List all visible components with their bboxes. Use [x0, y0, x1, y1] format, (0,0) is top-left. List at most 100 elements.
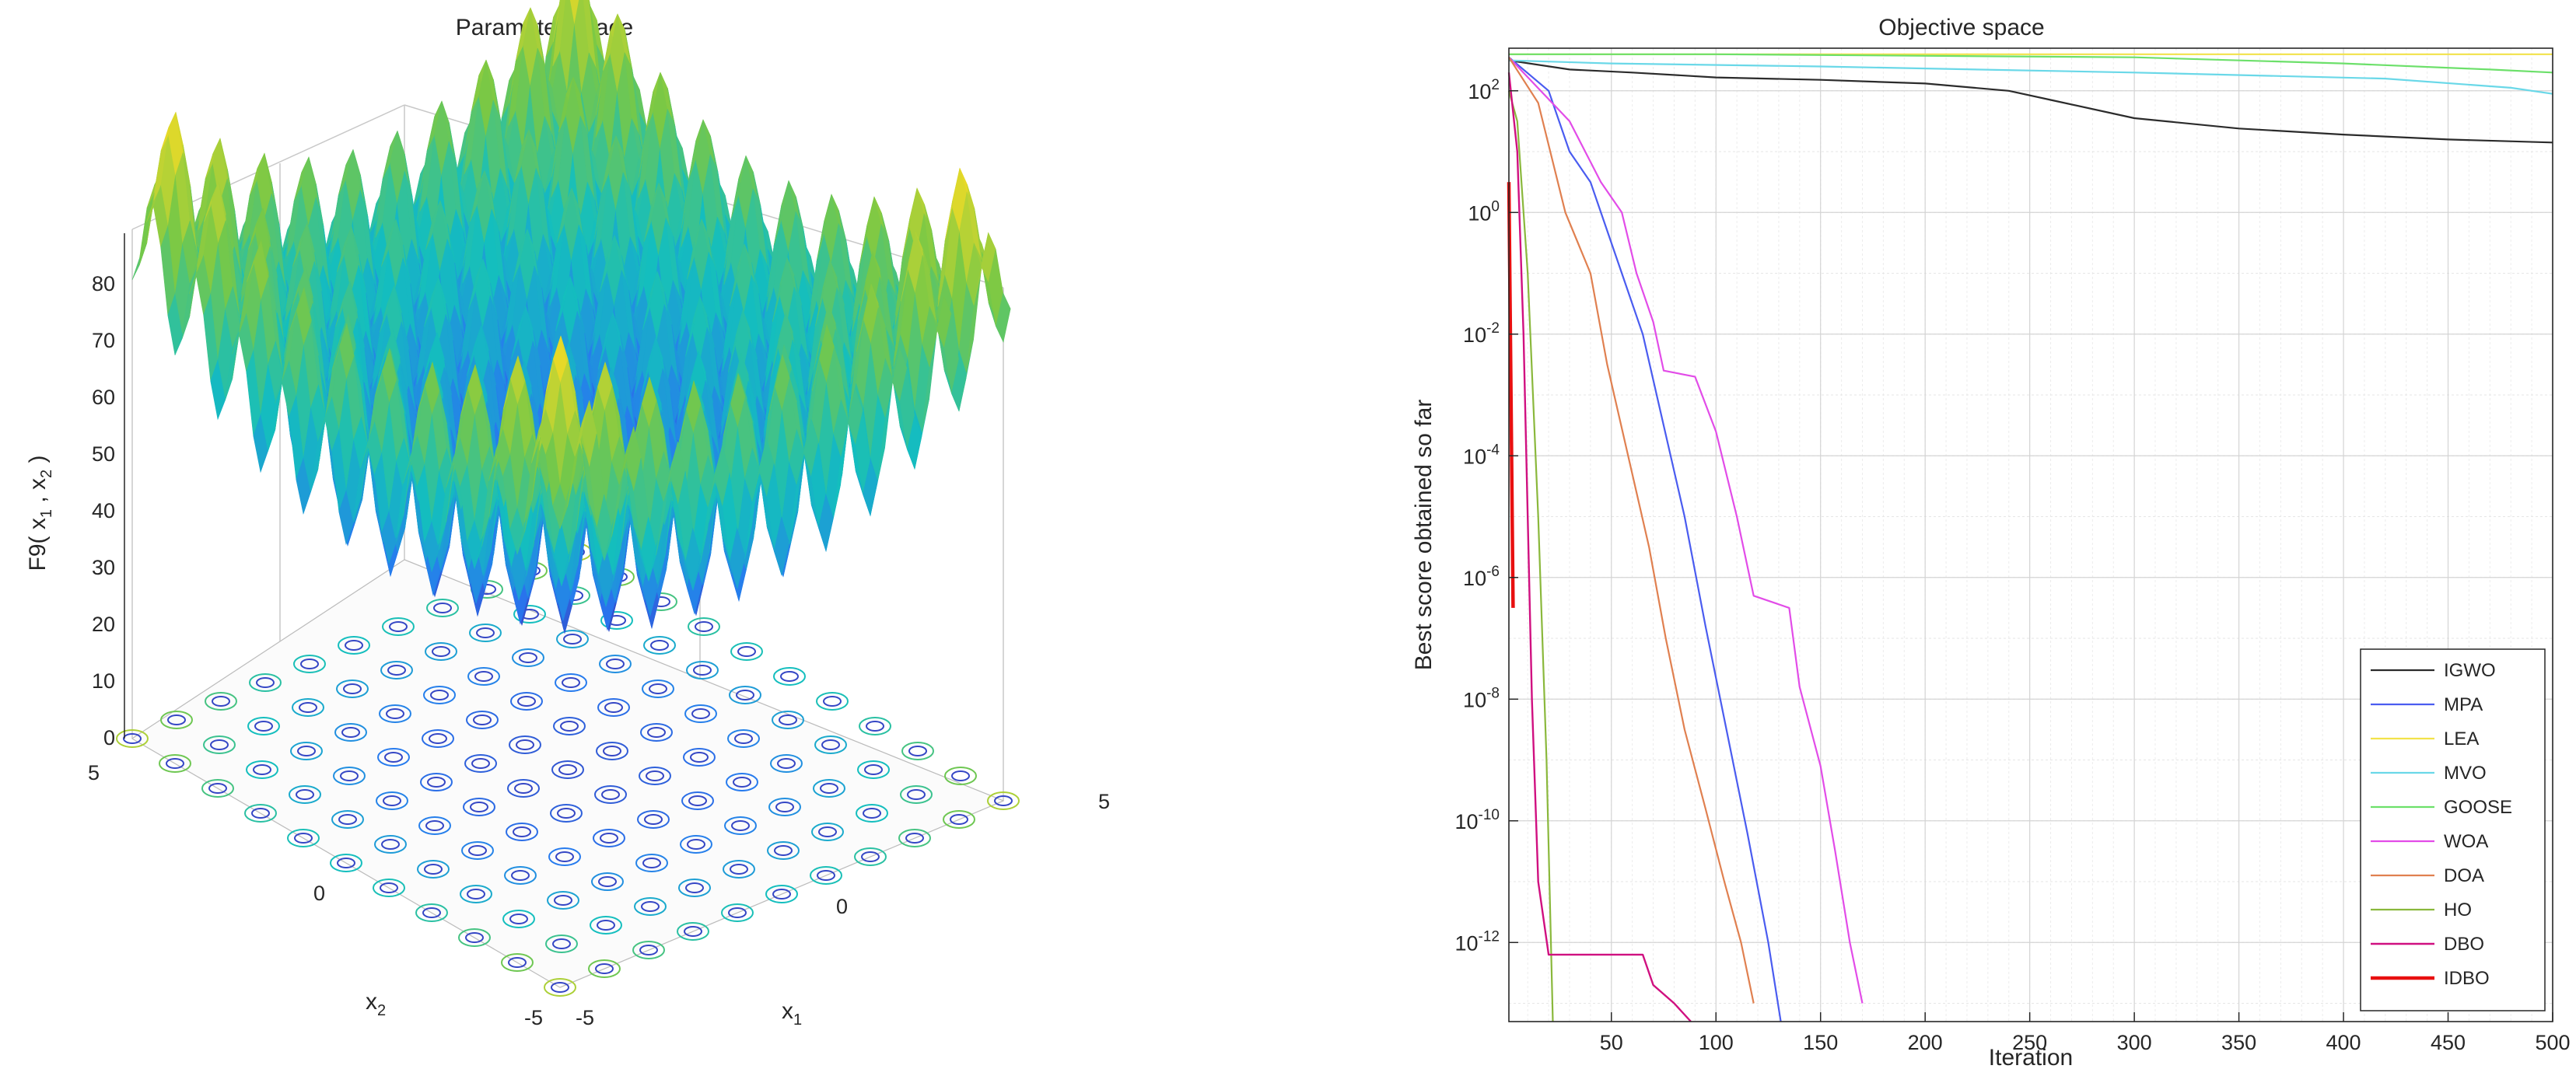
contour-ring [765, 885, 798, 903]
contour-ring [469, 624, 502, 642]
x-tick-label: 450 [2431, 1031, 2466, 1054]
contour-plane [116, 543, 1020, 997]
contour-ring [470, 802, 488, 812]
chart-title: Objective space [1878, 15, 2044, 40]
contour-ring [606, 659, 625, 669]
y-tick-label: 102 [1468, 77, 1500, 103]
contour-ring [417, 860, 450, 879]
x-tick-label: 500 [2535, 1031, 2570, 1054]
contour-ring [597, 698, 630, 717]
contour-ring [821, 739, 840, 750]
contour-ring [677, 922, 709, 941]
contour-ring [687, 839, 705, 850]
contour-ring [557, 808, 576, 819]
contour-ring [510, 692, 543, 711]
contour-ring [429, 733, 447, 744]
contour-ring [650, 640, 669, 651]
contour-ring [632, 941, 665, 959]
contour-ring [467, 667, 500, 686]
contour-ring [343, 683, 362, 694]
contour-ring [731, 820, 750, 831]
contour-ring [816, 692, 849, 711]
legend-label: GOOSE [2444, 797, 2512, 818]
contour-ring [422, 907, 441, 918]
contour-ring [777, 758, 796, 769]
contour-ring [640, 723, 673, 742]
contour-ring [649, 683, 667, 694]
y-tick-label: 10-2 [1463, 320, 1500, 347]
contour-ring [341, 727, 360, 738]
contour-ring [159, 754, 191, 773]
contour-ring [770, 754, 803, 773]
parameter-space-panel: Parameter space 0 10 20 30 [25, 0, 1110, 1029]
contour-ring [727, 729, 760, 748]
contour-ring [856, 804, 888, 823]
contour-ring [551, 760, 584, 779]
contour-ring [246, 760, 278, 779]
contour-ring [597, 920, 615, 931]
contour-ring [560, 721, 579, 732]
contour-ring [389, 621, 408, 632]
contour-ring [300, 659, 319, 669]
contour-ring [201, 779, 234, 798]
contour-ring [471, 758, 490, 769]
contour-ring [468, 845, 487, 856]
contour-ring [901, 742, 934, 760]
contour-ring [381, 839, 400, 850]
contour-ring [467, 889, 485, 900]
contour-ring [639, 945, 658, 955]
contour-ring [386, 708, 404, 719]
contour-ring [553, 717, 586, 735]
contour-ring [249, 673, 282, 692]
contour-ring [600, 611, 633, 630]
contour-ring [502, 910, 535, 928]
contour-ring [123, 733, 142, 744]
contour-ring [772, 889, 791, 900]
contour-ring [425, 642, 457, 661]
contour-ring [908, 746, 927, 756]
contour-ring [384, 752, 403, 763]
contour-ring [508, 957, 527, 968]
contour-ring [817, 870, 835, 881]
contour-ring [513, 605, 546, 624]
contour-ring [509, 735, 541, 754]
contour-ring [728, 907, 747, 918]
contour-ring [591, 872, 624, 891]
contour-ring [733, 777, 751, 788]
contour-ring [601, 789, 620, 800]
contour-ring [723, 860, 755, 879]
contour-ring [590, 916, 622, 935]
contour-ring [642, 679, 674, 698]
z-axis-ticks: 0 10 20 30 40 50 60 70 80 [92, 272, 115, 749]
left-title: Parameter space [456, 15, 633, 40]
contour-ring [594, 785, 627, 804]
x-tick-label: 400 [2326, 1031, 2361, 1054]
contour-ring [643, 636, 676, 655]
contour-ring [293, 655, 326, 673]
contour-ring [377, 748, 410, 767]
contour-ring [684, 926, 702, 937]
y-tick-label: 10-10 [1454, 807, 1500, 833]
surface-patch [569, 0, 579, 24]
z-tick: 20 [92, 613, 115, 636]
contour-ring [558, 764, 577, 775]
legend-label: DBO [2444, 934, 2484, 955]
contour-ring [951, 770, 970, 781]
contour-ring [994, 795, 1013, 806]
x2-axis-label: x2 [366, 989, 386, 1019]
contour-ring [256, 677, 275, 688]
contour-ring [641, 901, 660, 912]
contour-ring [693, 665, 712, 676]
contour-ring [780, 671, 799, 682]
contour-ring [864, 764, 883, 775]
contour-ring [688, 617, 720, 636]
contour-ring [338, 636, 370, 655]
contour-ring [501, 953, 534, 972]
contour-ring [424, 864, 443, 875]
contour-ring [685, 882, 704, 893]
contour-ring [857, 760, 890, 779]
contour-ring [203, 735, 236, 754]
legend-label: WOA [2444, 831, 2488, 852]
z-tick: 50 [92, 442, 115, 466]
contour-ring [423, 686, 456, 704]
